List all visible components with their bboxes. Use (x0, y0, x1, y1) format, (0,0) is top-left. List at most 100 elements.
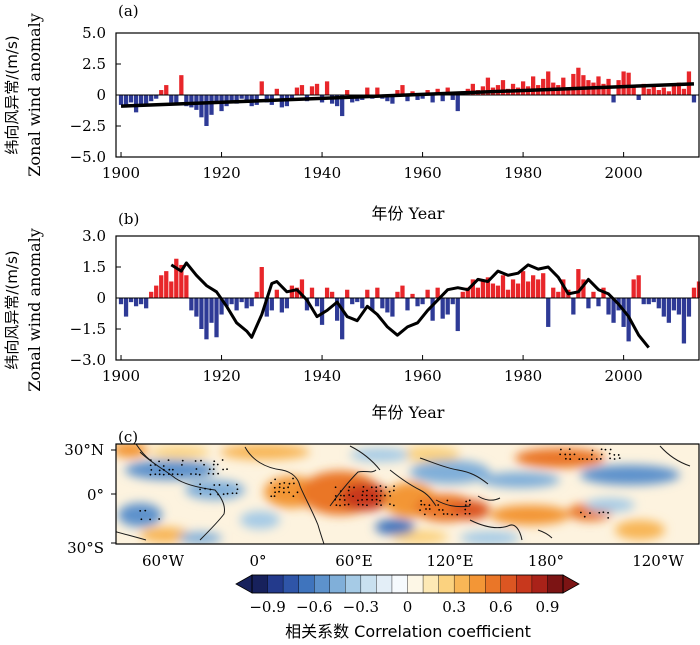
bar-1987 (556, 291, 561, 298)
bar-1939 (314, 83, 320, 95)
colorbar-ticks: −0.9 −0.6 −0.3 0 0.3 0.6 0.9 (249, 598, 559, 616)
bar-1976 (500, 80, 506, 95)
bar-1905 (144, 95, 149, 104)
bar-1962 (430, 95, 435, 103)
bar-1956 (400, 285, 405, 298)
bar-1910 (169, 95, 174, 103)
colorbar-swatch (391, 574, 409, 594)
bar-1918 (209, 298, 214, 323)
bar-1913 (184, 95, 189, 107)
bar-1975 (495, 285, 501, 298)
bar-2002 (631, 86, 636, 95)
colorbar-frame (251, 574, 564, 594)
colorbar-swatch (531, 574, 548, 594)
bar-1966 (450, 95, 455, 100)
bar-1959 (415, 95, 420, 100)
panel-a-xlabel: 年份 Year (372, 204, 445, 223)
bar-1947 (355, 298, 360, 303)
x-tick-label: 2000 (605, 367, 643, 385)
bar-1992 (581, 279, 586, 298)
bar-1939 (314, 298, 320, 307)
bar-2008 (661, 298, 666, 317)
bar-1908 (159, 275, 164, 298)
bar-1980 (520, 81, 526, 95)
bar-1995 (596, 298, 601, 307)
bar-1904 (138, 95, 144, 107)
bar-1952 (380, 298, 385, 309)
bar-2014 (691, 287, 697, 298)
bar-1940 (319, 298, 325, 325)
bar-1925 (244, 95, 249, 100)
coastlines (116, 444, 691, 544)
bar-1913 (184, 275, 189, 298)
bar-1941 (324, 81, 330, 95)
bar-1992 (581, 75, 586, 95)
panel-b-bars (118, 258, 700, 344)
lon-label-60w: 60°W (142, 552, 185, 570)
panel-a: (a) −5.0 −2.5 0 2.5 5.0 1900 1920 1940 1960 1980… (3, 2, 700, 223)
colorbar-tick-label: −0.3 (343, 598, 379, 616)
x-tick-label: 1920 (202, 164, 240, 182)
bar-2011 (676, 298, 682, 315)
significance-stippling (139, 448, 621, 521)
lon-label-120e: 120°E (426, 552, 473, 570)
bar-1918 (209, 95, 214, 115)
colorbar-swatch (251, 574, 269, 594)
y-tick-label: −5.0 (70, 148, 106, 166)
bar-1903 (133, 95, 139, 113)
bar-1910 (169, 281, 174, 298)
colorbar-min-arrow (235, 574, 253, 594)
bar-1923 (234, 95, 239, 104)
panel-a-bars (118, 67, 697, 126)
colorbar-swatch (314, 574, 331, 594)
colorbar-swatch (453, 574, 471, 594)
x-tick-label: 1920 (202, 367, 240, 385)
bar-1965 (445, 298, 450, 315)
bar-1960 (420, 95, 425, 99)
bar-1986 (551, 287, 556, 298)
panel-b-label: (b) (118, 210, 139, 228)
bar-1928 (259, 267, 264, 298)
bar-1915 (194, 298, 199, 317)
bar-1902 (128, 298, 134, 303)
bar-2011 (676, 82, 682, 95)
bar-1956 (400, 85, 405, 95)
bar-1949 (365, 289, 370, 298)
lat-label-eq: 0° (87, 486, 104, 504)
bar-1951 (375, 287, 380, 298)
bar-1909 (164, 85, 169, 95)
bar-1928 (259, 81, 264, 95)
colorbar-swatch (469, 574, 486, 594)
bar-1990 (571, 298, 576, 315)
bar-1977 (505, 289, 511, 298)
bar-1943 (335, 298, 340, 321)
bar-2006 (651, 86, 656, 95)
panel-a-ylabel-cn: 纬向风异常/(m/s) (3, 35, 21, 154)
y-tick-label: 3.0 (82, 227, 106, 245)
bar-1933 (284, 298, 290, 309)
bar-1955 (395, 291, 400, 298)
x-tick-label: 1940 (303, 367, 341, 385)
x-tick-label: 2000 (605, 164, 643, 182)
bar-1904 (138, 298, 144, 305)
bar-1950 (370, 298, 375, 311)
bar-1908 (159, 90, 164, 95)
bar-2014 (691, 95, 697, 103)
bar-1919 (214, 298, 219, 338)
bar-1965 (445, 87, 450, 95)
lon-label-60e: 60°E (335, 552, 373, 570)
bar-1909 (164, 271, 169, 298)
bar-1982 (531, 76, 536, 95)
bar-1924 (239, 95, 244, 99)
bar-1930 (269, 298, 274, 311)
panel-b-x-axis: 1900 1920 1940 1960 1980 2000 (102, 355, 643, 385)
bar-2002 (631, 279, 636, 298)
bar-1916 (199, 95, 204, 118)
bar-1921 (224, 298, 229, 307)
bar-1957 (405, 95, 410, 102)
bar-1979 (515, 283, 521, 298)
bar-2004 (641, 298, 646, 305)
colorbar-tick-label: 0.6 (489, 598, 513, 616)
colorbar-max-arrow (562, 574, 580, 594)
bar-1973 (485, 77, 491, 95)
